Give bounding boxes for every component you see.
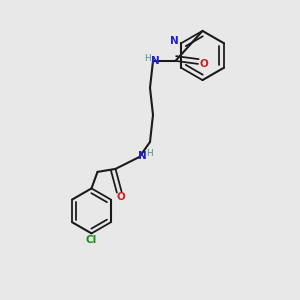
Text: Cl: Cl xyxy=(86,235,97,245)
Text: H: H xyxy=(146,149,152,158)
Text: N: N xyxy=(151,56,160,66)
Text: O: O xyxy=(199,59,208,69)
Text: N: N xyxy=(138,151,147,161)
Text: H: H xyxy=(144,54,150,63)
Text: N: N xyxy=(170,36,179,46)
Text: O: O xyxy=(116,192,125,202)
